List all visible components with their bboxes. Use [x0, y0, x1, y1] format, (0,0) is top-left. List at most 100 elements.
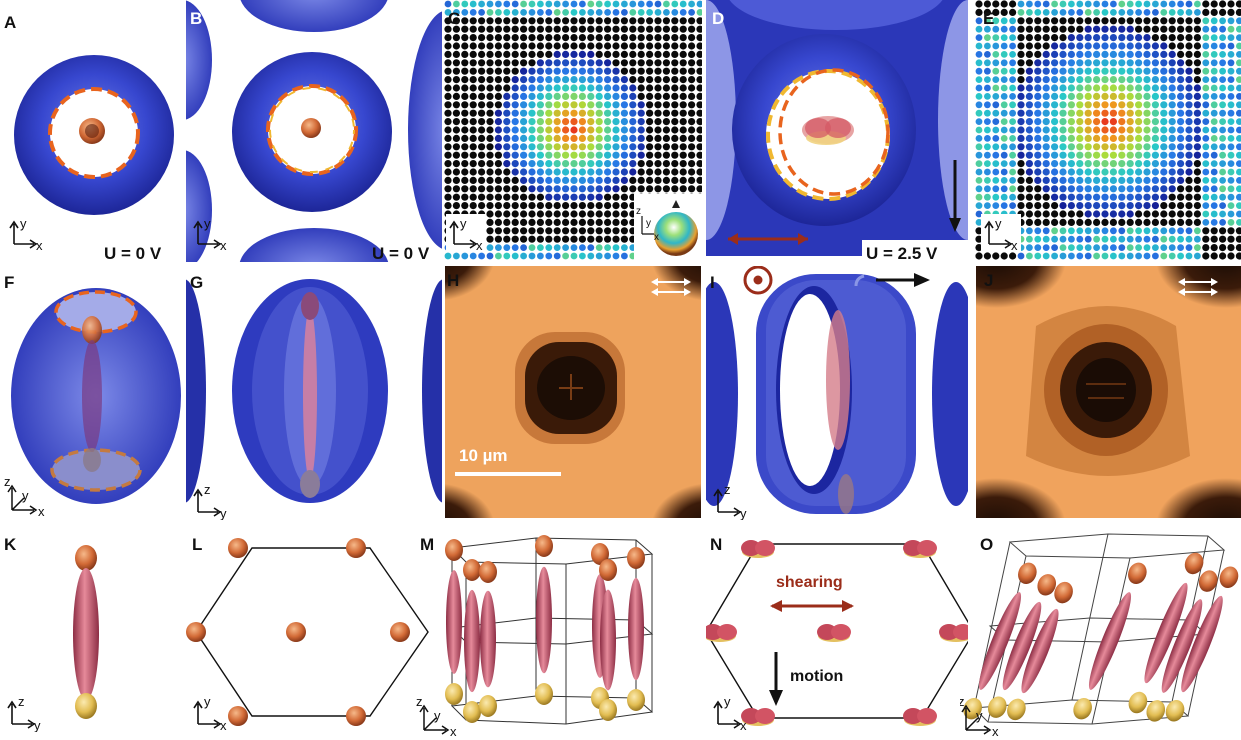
panel-b-figure: [186, 0, 442, 262]
panel-i-figure: [706, 274, 968, 514]
panel-letter: N: [710, 535, 723, 554]
svg-text:z: z: [724, 482, 731, 497]
panel-o: O z y x: [960, 528, 1241, 740]
panel-j: J: [976, 266, 1241, 518]
svg-text:x: x: [220, 718, 227, 732]
svg-text:x: x: [450, 724, 457, 736]
panel-g: G z y: [186, 266, 442, 524]
panel-letter: A: [4, 13, 17, 32]
axis-triad-icon: z y: [7, 694, 41, 732]
panel-n-lattice: [706, 540, 968, 726]
preimage-knots: [186, 538, 410, 726]
panel-n: N shearing motion y x: [706, 528, 968, 740]
panel-h: H 10 µm: [445, 266, 701, 518]
panel-a-figure: [14, 55, 174, 215]
panel-letter: J: [984, 271, 994, 290]
panel-letter: O: [980, 535, 994, 554]
svg-text:y: y: [740, 506, 747, 520]
svg-text:x: x: [1011, 238, 1018, 252]
panel-i: I z y: [706, 266, 968, 524]
svg-text:x: x: [36, 238, 43, 252]
axis-triad-icon: y x: [193, 694, 227, 732]
panel-letter: G: [190, 273, 204, 292]
svg-text:x: x: [654, 232, 659, 243]
panel-k-preimage: [73, 545, 99, 719]
axis-triad-icon: y x: [446, 214, 486, 252]
svg-text:z: z: [960, 694, 965, 709]
polarizer-double-arrow-icon: [651, 278, 691, 296]
panel-f: F z y x: [0, 266, 185, 524]
svg-text:y: y: [204, 216, 211, 231]
svg-text:y: y: [20, 216, 27, 231]
polarizer-double-arrow-icon: [1178, 278, 1218, 296]
svg-text:y: y: [204, 694, 211, 709]
panel-m-3d-lattice: [445, 535, 654, 725]
svg-text:x: x: [740, 718, 747, 732]
axis-triad-icon: y x: [193, 216, 227, 252]
svg-text:x: x: [476, 238, 483, 252]
axis-triad-icon: z y x: [960, 694, 999, 736]
panel-letter: K: [4, 535, 17, 554]
panel-o-3d-lattice: [963, 533, 1239, 725]
svg-text:y: y: [22, 488, 29, 503]
axis-triad-icon: z y: [713, 482, 747, 520]
preimage-knots: [706, 540, 968, 726]
voltage-label: U = 0 V: [372, 244, 430, 262]
preimage-chains: [445, 535, 645, 723]
panel-m: M z y x: [416, 528, 706, 740]
panel-g-figure: [186, 279, 442, 503]
svg-text:x: x: [992, 724, 999, 736]
voltage-label: U = 0 V: [104, 244, 162, 262]
svg-text:y: y: [434, 708, 441, 723]
panel-h-micrograph: [445, 266, 701, 518]
svg-text:x: x: [220, 238, 227, 252]
svg-text:z: z: [4, 474, 11, 489]
panel-letter: F: [4, 273, 15, 292]
svg-text:y: y: [724, 694, 731, 709]
panel-a: A y x U = 0 V: [0, 0, 185, 262]
color-sphere-legend-icon: z y x: [634, 194, 702, 260]
svg-text:y: y: [646, 218, 651, 229]
motion-label: motion: [790, 668, 844, 685]
panel-d: D U = 2.5 V: [706, 0, 968, 262]
svg-text:y: y: [995, 216, 1002, 231]
panel-d-figure: [706, 0, 968, 262]
panel-letter: B: [190, 9, 203, 28]
panel-l-lattice: [186, 538, 429, 726]
svg-text:y: y: [460, 216, 467, 231]
voltage-label: U = 2.5 V: [866, 244, 938, 262]
svg-text:z: z: [416, 694, 423, 709]
motion-arrow-icon: [876, 273, 930, 287]
axis-triad-icon: z y: [193, 482, 227, 520]
shearing-label: shearing: [776, 574, 843, 591]
axis-triad-icon: z y x: [4, 474, 45, 516]
panel-j-micrograph: [976, 266, 1241, 518]
panel-letter: I: [710, 273, 715, 292]
panel-letter: C: [448, 9, 461, 28]
panel-letter: L: [192, 535, 203, 554]
out-of-plane-target-icon: [743, 266, 773, 295]
svg-text:x: x: [38, 504, 45, 516]
panel-letter: D: [712, 9, 725, 28]
panel-letter: H: [447, 271, 460, 290]
svg-text:y: y: [976, 708, 983, 723]
scale-bar-label: 10 µm: [459, 446, 508, 465]
axis-triad-icon: z y x: [416, 694, 457, 736]
axis-triad-icon: y x: [713, 694, 747, 732]
panel-l: L y x: [186, 528, 442, 740]
svg-text:z: z: [204, 482, 211, 497]
panel-c: C y x z y x: [444, 0, 702, 262]
svg-text:y: y: [220, 506, 227, 520]
panel-letter: E: [983, 9, 995, 28]
svg-text:z: z: [18, 694, 25, 709]
panel-k: K z y: [0, 528, 185, 740]
panel-b: B y x U = 0 V: [186, 0, 442, 262]
axis-triad-icon: y x: [9, 216, 43, 252]
panel-letter: M: [420, 535, 435, 554]
svg-text:z: z: [636, 206, 641, 217]
panel-f-figure: [11, 288, 181, 504]
svg-text:y: y: [34, 718, 41, 732]
preimage-chains: [963, 552, 1239, 722]
axis-triad-icon: y x: [981, 214, 1021, 252]
panel-e: E y x: [975, 0, 1241, 262]
